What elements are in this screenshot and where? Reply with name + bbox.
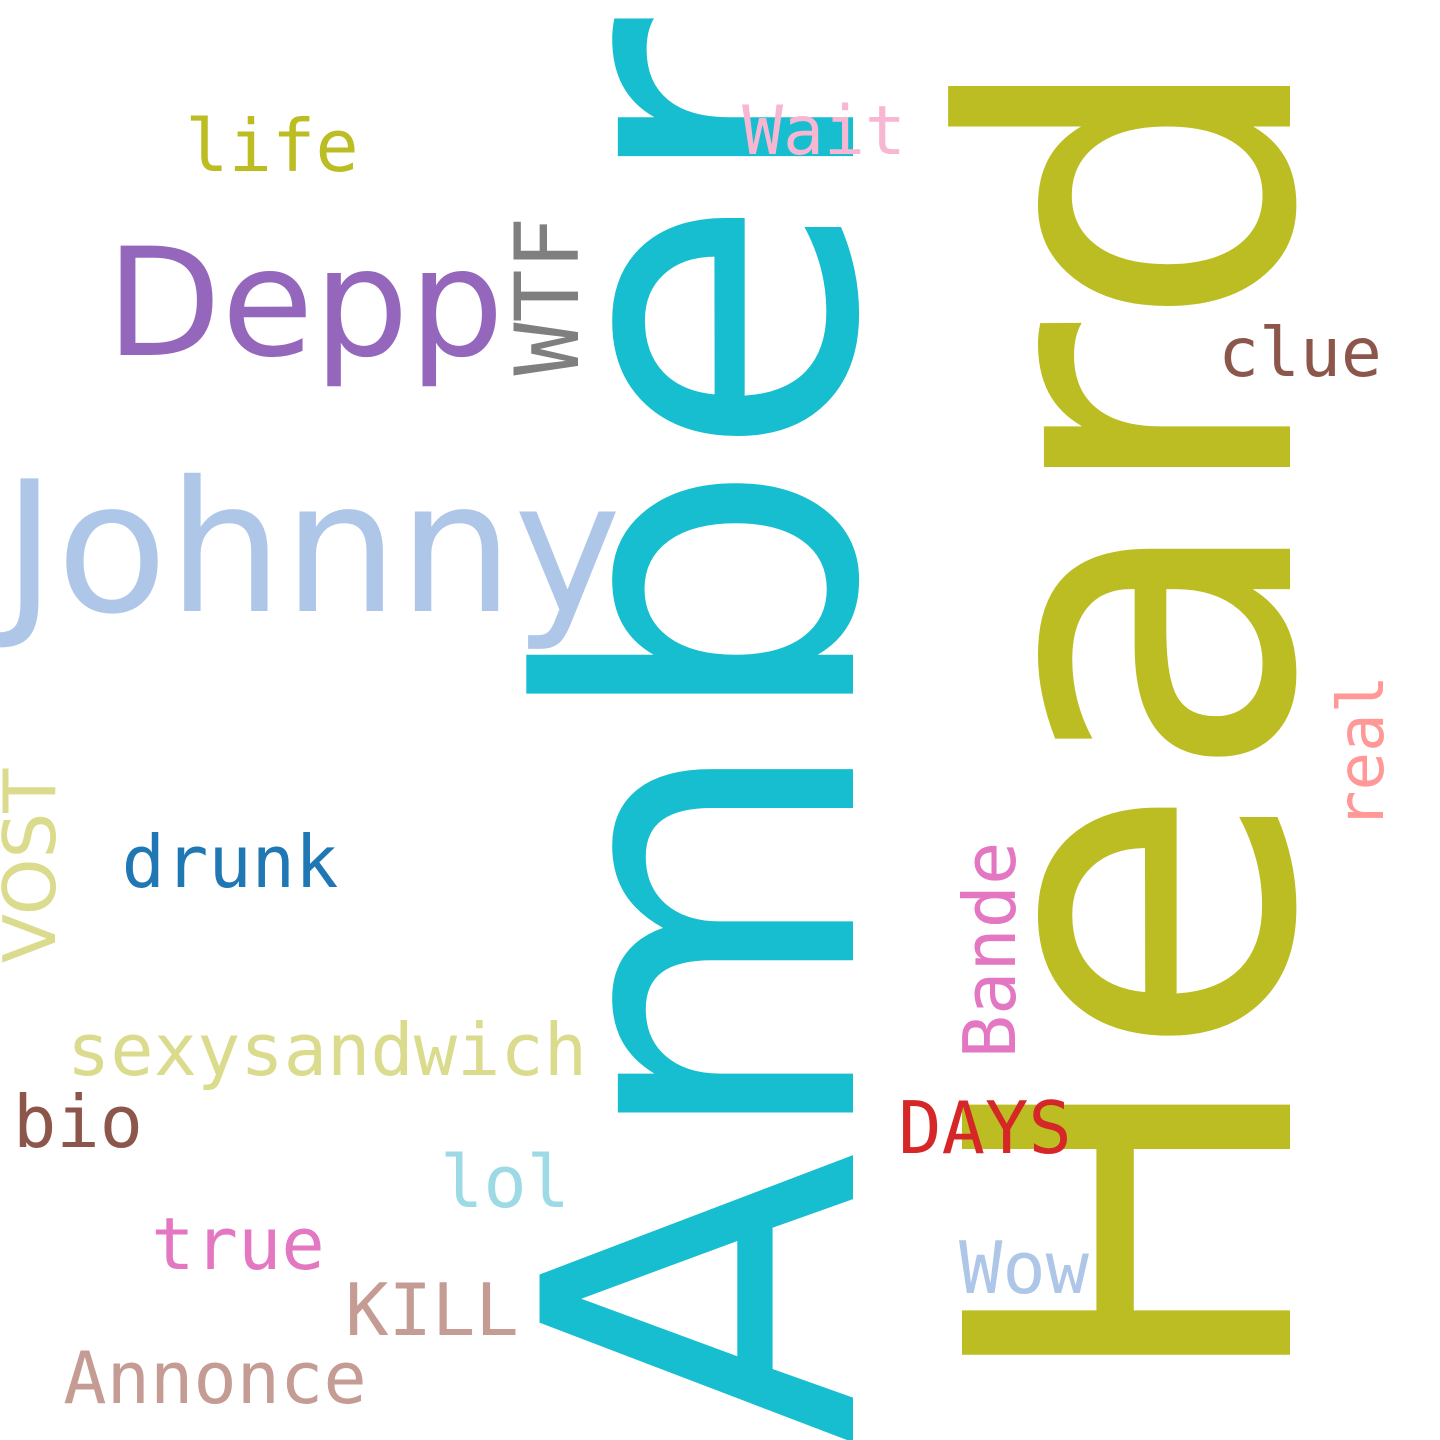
word-clue: clue [1218,314,1382,393]
word-johnny: Johnny [2,442,622,654]
word-sexysandwich: sexysandwich [66,1008,588,1092]
word-heard: Heard [873,45,1397,1399]
word-bio: bio [12,1080,144,1164]
word-true: true [151,1202,325,1286]
word-real: real [1325,674,1399,830]
word-wow: Wow [958,1226,1090,1310]
word-life: life [185,104,359,188]
word-drunk: drunk [121,820,339,904]
word-wtf: WTF [496,216,599,376]
word-days: DAYS [898,1086,1072,1170]
word-depp: Depp [105,217,505,391]
word-bande: Bande [948,841,1032,1059]
word-wait: Wait [742,92,906,171]
word-lol: lol [439,1140,571,1224]
word-vost: VOST [0,768,72,964]
word-kill: KILL [345,1268,519,1352]
word-annonce: Annonce [63,1336,367,1420]
